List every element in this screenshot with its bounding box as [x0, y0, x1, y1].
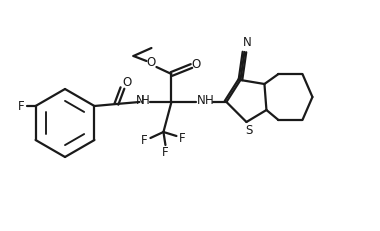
Text: O: O: [123, 76, 132, 89]
Text: N: N: [197, 94, 206, 107]
Text: N: N: [136, 94, 145, 107]
Text: F: F: [179, 131, 186, 145]
Text: F: F: [141, 134, 148, 146]
Text: S: S: [245, 125, 252, 137]
Text: F: F: [18, 100, 25, 112]
Text: O: O: [192, 58, 201, 70]
Text: H: H: [205, 94, 214, 107]
Text: H: H: [141, 94, 150, 107]
Text: N: N: [243, 36, 252, 49]
Text: O: O: [147, 57, 156, 70]
Text: F: F: [162, 146, 169, 158]
